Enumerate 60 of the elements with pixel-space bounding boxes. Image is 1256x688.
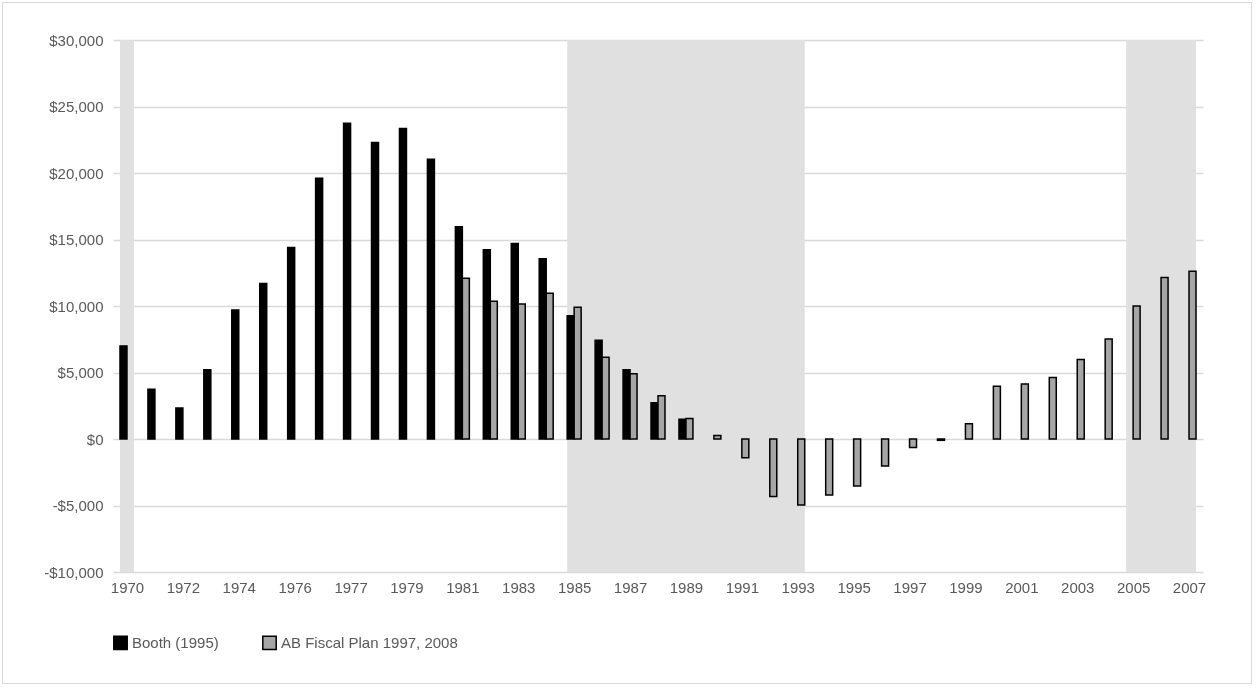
x-tick-label: 1970: [110, 578, 145, 596]
bar: [175, 407, 184, 440]
y-tick-label: $25,000: [49, 98, 104, 115]
x-tick-label: 1989: [669, 578, 704, 596]
x-tick-label: 1987: [613, 578, 648, 596]
y-tick-label: $5,000: [57, 364, 104, 381]
x-tick-label: 1972: [166, 578, 201, 596]
bar: [1188, 270, 1197, 440]
bar: [964, 423, 974, 440]
bar: [908, 438, 918, 449]
x-tick-label: 1983: [502, 578, 536, 596]
x-tick-label: 2007: [1172, 578, 1207, 596]
bar: [992, 385, 1002, 440]
x-tick-label: 1976: [278, 578, 312, 596]
bar: [119, 345, 128, 440]
bar: [426, 158, 436, 440]
bar: [824, 438, 834, 496]
bar: [1132, 305, 1141, 440]
x-tick-label: 1999: [949, 578, 983, 596]
legend-label: AB Fiscal Plan 1997, 2008: [281, 633, 458, 651]
y-tick-label: $0: [86, 430, 104, 448]
y-tick-label: $20,000: [49, 164, 104, 182]
bar: [314, 177, 324, 440]
y-tick-label: -$5,000: [52, 497, 104, 514]
bar: [203, 369, 212, 440]
bar: [258, 282, 268, 440]
x-tick-label: 1985: [557, 578, 592, 596]
bar: [880, 438, 890, 467]
x-tick-label: 1979: [390, 578, 424, 596]
bar: [370, 141, 380, 440]
bar: [1076, 358, 1085, 440]
y-tick-label: -$10,000: [44, 563, 104, 581]
x-tick-label: 2003: [1061, 578, 1095, 596]
x-tick-label: 2005: [1116, 578, 1151, 596]
x-tick-label: 1991: [725, 578, 760, 596]
bar: [769, 438, 778, 498]
x-tick-label: 1974: [222, 578, 256, 596]
bar: [1104, 338, 1113, 440]
x-tick-label: 1995: [837, 578, 871, 596]
bar: [286, 246, 296, 440]
x-tick-label: 2001: [1005, 578, 1039, 596]
x-tick-label: 1977: [334, 578, 368, 596]
bar: [796, 438, 806, 506]
bar: [713, 434, 722, 440]
bar: [231, 309, 240, 440]
bar: [398, 127, 408, 440]
bar: [147, 388, 156, 440]
x-tick-label: 1997: [893, 578, 927, 596]
bar: [852, 438, 862, 487]
bar: [1020, 383, 1030, 440]
bar: [1160, 276, 1169, 440]
y-tick-label: $30,000: [49, 31, 104, 49]
bar: [741, 438, 750, 459]
legend-label: Booth (1995): [132, 633, 219, 651]
y-tick-label: $15,000: [49, 231, 104, 248]
y-tick-label: $10,000: [49, 297, 104, 315]
bar: [342, 122, 352, 440]
x-tick-label: 1993: [781, 578, 815, 596]
x-tick-label: 1981: [446, 578, 480, 596]
bar: [1048, 376, 1058, 440]
